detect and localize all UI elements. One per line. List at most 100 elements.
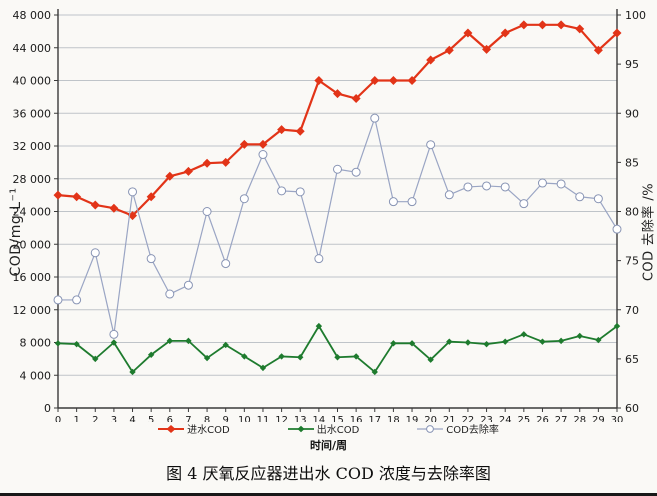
data-point <box>109 203 119 213</box>
x-axis-tick-label: 28 <box>573 415 586 422</box>
data-point <box>500 28 510 38</box>
data-point <box>109 329 119 339</box>
right-axis-tick-label: 95 <box>625 58 639 71</box>
series-line-1 <box>57 325 618 373</box>
data-point <box>166 337 173 345</box>
data-point <box>426 55 436 65</box>
data-point <box>427 356 434 363</box>
data-point <box>388 76 398 85</box>
influent-legend-marker-icon <box>158 424 185 433</box>
x-axis-tick-label: 17 <box>368 415 381 422</box>
data-point <box>519 199 529 209</box>
data-point <box>482 181 492 191</box>
data-point <box>575 192 585 202</box>
right-axis-tick-label: 80 <box>625 206 639 219</box>
right-axis-tick-label: 85 <box>625 156 639 169</box>
right-axis-tick-label: 70 <box>625 304 639 317</box>
left-axis-tick-label: 4 000 <box>20 369 52 382</box>
data-point <box>165 289 175 299</box>
left-axis-tick-label: 12 000 <box>13 304 52 317</box>
x-axis-tick-label: 4 <box>129 415 135 422</box>
x-axis-tick-label: 10 <box>238 415 251 422</box>
data-point <box>575 24 585 34</box>
data-point <box>390 340 397 347</box>
page-rule <box>0 493 657 496</box>
data-point <box>183 166 193 176</box>
data-point <box>482 44 492 54</box>
data-point <box>556 179 566 189</box>
data-point <box>446 338 453 345</box>
x-axis-tick-label: 29 <box>592 415 605 422</box>
data-point <box>259 364 267 372</box>
x-axis-tick-label: 5 <box>148 415 154 422</box>
data-point <box>537 20 547 30</box>
left-axis-title: COD/mg·L⁻¹ <box>8 187 24 277</box>
data-point <box>593 45 603 55</box>
data-point <box>278 353 285 360</box>
left-axis-tick-label: 0 <box>44 402 51 415</box>
data-point <box>426 140 436 150</box>
data-point <box>146 254 156 264</box>
data-point <box>593 194 603 204</box>
data-point <box>334 354 341 361</box>
data-point <box>295 126 305 136</box>
data-point <box>297 354 304 361</box>
x-axis-tick-label: 21 <box>443 415 456 422</box>
data-point <box>537 178 547 188</box>
series-line-2 <box>58 117 618 335</box>
data-point <box>221 157 231 167</box>
x-axis-tick-label: 11 <box>257 415 270 422</box>
data-point <box>444 45 454 55</box>
right-axis-tick-label: 75 <box>625 255 639 268</box>
right-axis-tick-label: 65 <box>625 353 639 366</box>
left-axis-tick-label: 8 000 <box>20 337 52 350</box>
x-axis-tick-label: 27 <box>555 415 568 422</box>
data-point <box>165 171 175 181</box>
data-point <box>408 340 416 347</box>
x-axis-tick-label: 30 <box>611 415 624 422</box>
data-point <box>333 89 342 99</box>
data-point <box>370 113 380 123</box>
legend-label-influent: 进水COD <box>187 425 230 436</box>
data-point <box>556 20 566 30</box>
data-point <box>147 351 155 358</box>
data-point <box>370 76 380 85</box>
data-point <box>258 139 268 149</box>
legend-label-effluent: 出水COD <box>316 425 360 436</box>
data-point <box>500 182 510 192</box>
x-axis-tick-label: 15 <box>331 415 344 422</box>
legend: 进水COD 出水COD COD去除率 <box>0 421 657 436</box>
left-axis-tick-label: 44 000 <box>13 42 52 55</box>
x-axis-tick-label: 18 <box>387 415 400 422</box>
removal-legend-marker-icon <box>417 424 444 433</box>
data-point <box>612 224 622 234</box>
figure-caption: 图 4 厌氧反应器进出水 COD 浓度与去除率图 <box>166 464 491 483</box>
data-point <box>146 192 156 202</box>
left-axis-tick-label: 28 000 <box>13 173 52 186</box>
data-point <box>183 280 193 290</box>
data-point <box>295 187 305 197</box>
data-point <box>463 28 473 38</box>
data-point <box>314 254 324 264</box>
data-point <box>613 322 621 330</box>
x-axis-tick-label: 2 <box>92 415 98 422</box>
data-point <box>464 339 472 346</box>
data-point <box>444 190 454 200</box>
data-point <box>241 353 248 360</box>
data-point <box>221 259 231 269</box>
x-axis-tick-label: 8 <box>204 415 210 422</box>
data-point <box>407 197 417 207</box>
left-axis-tick-label: 20 000 <box>13 238 52 251</box>
data-point <box>315 322 323 330</box>
x-axis-tick-label: 13 <box>294 415 307 422</box>
data-point <box>185 337 192 345</box>
legend-label-removal: COD去除率 <box>446 425 499 436</box>
data-point <box>314 76 324 85</box>
left-axis-tick-label: 16 000 <box>13 271 52 284</box>
left-axis-tick-label: 48 000 <box>13 9 52 22</box>
legend-item-effluent: 出水COD <box>287 421 360 436</box>
x-axis-tick-label: 6 <box>167 415 173 422</box>
data-point <box>352 353 360 360</box>
legend-item-influent: 进水COD <box>158 421 230 436</box>
data-point <box>371 368 378 376</box>
